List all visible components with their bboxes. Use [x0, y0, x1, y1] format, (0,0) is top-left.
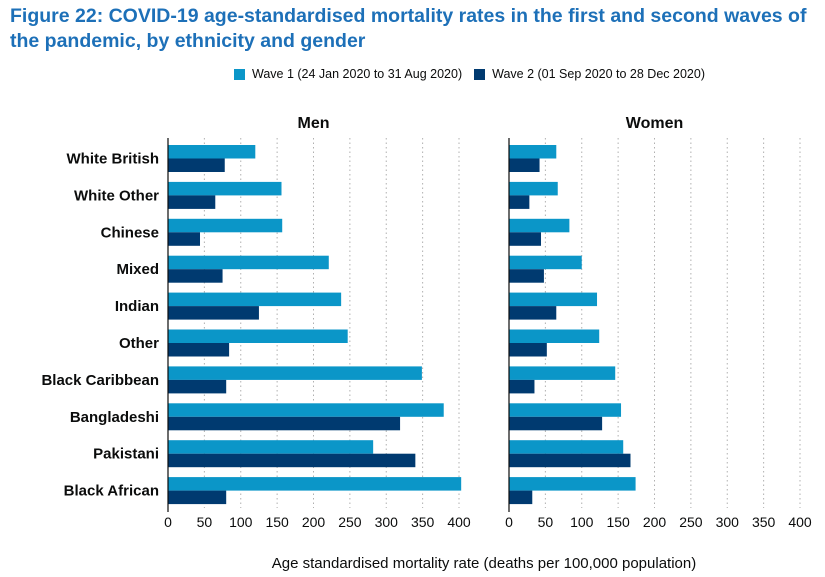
category-label-pakistani: Pakistani — [93, 446, 159, 463]
bar-women-wave2-white-other — [509, 195, 530, 209]
tick-label-men-300: 300 — [375, 514, 399, 530]
bar-women-wave2-black-caribbean — [509, 379, 535, 394]
bar-women-wave1-black-caribbean — [509, 366, 616, 380]
bar-men-wave1-indian — [168, 292, 342, 307]
bar-men-wave1-pakistani — [168, 440, 374, 454]
category-label-white-other: White Other — [74, 187, 159, 204]
panel-title-men: Men — [298, 115, 330, 132]
bar-women-wave2-mixed — [509, 269, 544, 283]
tick-label-women-400: 400 — [788, 514, 812, 530]
bar-women-wave2-chinese — [509, 232, 542, 246]
legend-item-wave2: Wave 2 (01 Sep 2020 to 28 Dec 2020) — [474, 67, 705, 81]
tick-label-men-100: 100 — [229, 514, 253, 530]
bar-women-wave2-black-african — [509, 490, 533, 505]
tick-label-men-400: 400 — [447, 514, 471, 530]
bar-men-wave2-black-caribbean — [168, 379, 227, 394]
bar-men-wave1-mixed — [168, 255, 329, 270]
tick-label-men-0: 0 — [164, 514, 172, 530]
tick-label-women-50: 50 — [538, 514, 554, 530]
bar-women-wave1-white-british — [509, 145, 557, 159]
bar-men-wave2-white-british — [168, 158, 225, 172]
legend-swatch-wave2 — [474, 68, 486, 80]
bar-men-wave2-indian — [168, 306, 259, 320]
bar-men-wave1-bangladeshi — [168, 403, 444, 417]
bar-men-wave2-other — [168, 343, 230, 357]
bar-men-wave1-white-british — [168, 145, 256, 159]
tick-label-men-50: 50 — [197, 514, 213, 530]
tick-label-women-0: 0 — [505, 514, 513, 530]
category-label-indian: Indian — [115, 298, 159, 315]
category-label-white-british: White British — [67, 151, 160, 168]
chart-title: Figure 22: COVID-19 age-standardised mor… — [10, 5, 807, 52]
bar-men-wave2-pakistani — [168, 453, 416, 468]
bar-women-wave2-pakistani — [509, 453, 631, 468]
x-axis-label: Age standardised mortality rate (deaths … — [272, 555, 696, 572]
category-label-mixed: Mixed — [116, 261, 159, 278]
tick-label-men-350: 350 — [411, 514, 435, 530]
bar-women-wave2-bangladeshi — [509, 416, 603, 431]
tick-label-men-200: 200 — [302, 514, 326, 530]
panel-title-women: Women — [626, 115, 683, 132]
bar-women-wave2-indian — [509, 306, 557, 320]
tick-label-women-300: 300 — [716, 514, 740, 530]
bar-women-wave1-bangladeshi — [509, 403, 622, 417]
legend-label-wave1: Wave 1 (24 Jan 2020 to 31 Aug 2020) — [252, 67, 463, 81]
bar-women-wave1-mixed — [509, 255, 582, 270]
bar-men-wave1-white-other — [168, 181, 282, 196]
bar-men-wave1-other — [168, 329, 348, 343]
bar-women-wave2-other — [509, 343, 547, 357]
bar-men-wave2-black-african — [168, 490, 227, 505]
bar-women-wave1-black-african — [509, 477, 636, 491]
tick-label-women-150: 150 — [606, 514, 630, 530]
bar-women-wave1-white-other — [509, 181, 558, 196]
bar-women-wave1-chinese — [509, 218, 570, 233]
category-label-black-african: Black African — [64, 483, 159, 500]
legend: Wave 1 (24 Jan 2020 to 31 Aug 2020) Wave… — [234, 66, 717, 82]
tick-label-women-250: 250 — [679, 514, 703, 530]
bar-men-wave2-white-other — [168, 195, 216, 209]
tick-label-men-250: 250 — [338, 514, 362, 530]
bar-men-wave2-mixed — [168, 269, 223, 283]
bar-women-wave1-pakistani — [509, 440, 624, 454]
bar-men-wave1-black-african — [168, 477, 462, 491]
tick-label-women-350: 350 — [752, 514, 776, 530]
tick-label-women-100: 100 — [570, 514, 594, 530]
legend-swatch-wave1 — [234, 68, 245, 80]
bar-women-wave2-white-british — [509, 158, 540, 172]
category-label-chinese: Chinese — [101, 224, 159, 241]
bar-men-wave1-chinese — [168, 218, 283, 233]
tick-label-women-200: 200 — [643, 514, 667, 530]
category-label-bangladeshi: Bangladeshi — [70, 409, 159, 426]
bar-men-wave1-black-caribbean — [168, 366, 422, 380]
category-label-other: Other — [119, 335, 159, 352]
bar-women-wave1-other — [509, 329, 600, 343]
bar-men-wave2-chinese — [168, 232, 201, 246]
category-label-black-caribbean: Black Caribbean — [41, 372, 159, 389]
legend-item-wave1: Wave 1 (24 Jan 2020 to 31 Aug 2020) — [234, 67, 462, 81]
bar-women-wave1-indian — [509, 292, 598, 307]
tick-label-men-150: 150 — [265, 514, 289, 530]
legend-label-wave2: Wave 2 (01 Sep 2020 to 28 Dec 2020) — [492, 67, 705, 81]
bar-men-wave2-bangladeshi — [168, 416, 401, 431]
